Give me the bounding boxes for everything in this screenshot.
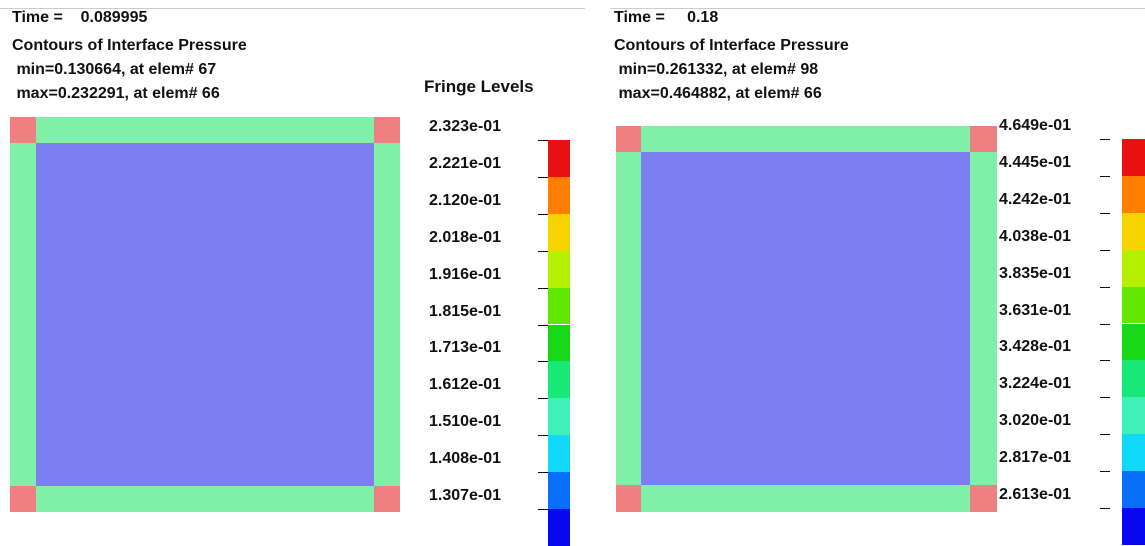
- fringe-level-label: 2.221e-01: [429, 154, 502, 172]
- contour-model: [616, 126, 997, 512]
- colorbar-swatch: [548, 250, 570, 288]
- fringe-levels-title: Fringe Levels: [424, 77, 534, 96]
- fringe-level-label: 4.242e-01: [999, 190, 1072, 208]
- colorbar-swatch: [1122, 471, 1145, 508]
- fringe-level-tick: [538, 398, 548, 400]
- fringe-level-label: 2.817e-01: [999, 449, 1072, 467]
- fringe-level-label: 1.408e-01: [429, 450, 502, 468]
- colorbar-swatch: [1122, 397, 1145, 435]
- colorbar-swatch: [548, 361, 570, 399]
- time-readout: Time = 0.18: [614, 8, 718, 28]
- fringe-level-label: 3.020e-01: [999, 412, 1072, 430]
- panel-top-divider: [610, 8, 1145, 9]
- fringe-level-label: 3.224e-01: [999, 375, 1072, 393]
- fringe-level-label: 3.428e-01: [999, 338, 1072, 356]
- contour-model: [10, 117, 400, 512]
- colorbar-swatch: [1122, 508, 1145, 545]
- fringe-level-tick: [538, 140, 548, 141]
- fringe-level-label: 3.631e-01: [999, 301, 1072, 319]
- time-label: Time =: [12, 9, 63, 26]
- time-label: Time =: [614, 9, 665, 26]
- time-readout: Time = 0.089995: [12, 8, 147, 28]
- fringe-level-tick: [1100, 323, 1110, 325]
- colorbar-swatch: [1122, 323, 1145, 361]
- fringe-level-label: 1.307e-01: [429, 487, 502, 504]
- fringe-level-tick: [1100, 139, 1110, 140]
- colorbar-swatch: [548, 213, 570, 251]
- fringe-level-tick: [538, 287, 548, 289]
- fringe-level-tick: [1100, 175, 1110, 177]
- colorbar-swatch: [1122, 249, 1145, 287]
- colorbar-swatch: [548, 324, 570, 362]
- fringe-level-tick: [1100, 508, 1110, 509]
- fringe-level-tick: [1100, 360, 1110, 362]
- left-contour-panel: Time = 0.089995 Contours of Interface Pr…: [0, 0, 585, 546]
- fringe-level-tick: [538, 509, 548, 510]
- corner-element-bottom-left: [616, 485, 641, 512]
- fringe-level-tick: [538, 435, 548, 437]
- fringe-level-tick: [538, 213, 548, 215]
- fringe-level-label: 4.445e-01: [999, 153, 1072, 171]
- fringe-level-label: 1.713e-01: [429, 339, 502, 357]
- fringe-level-tick: [1100, 249, 1110, 251]
- fringe-level-label: 1.510e-01: [429, 413, 502, 431]
- fringe-level-tick: [538, 324, 548, 326]
- fringe-level-label: 1.612e-01: [429, 376, 502, 394]
- fringe-level-tick: [538, 176, 548, 178]
- fringe-level-tick: [1100, 286, 1110, 288]
- colorbar-swatch: [548, 176, 570, 214]
- fringe-level-label: 2.323e-01: [429, 118, 502, 135]
- panel-top-divider: [0, 8, 585, 9]
- colorbar-swatch: [548, 398, 570, 436]
- fringe-level-tick: [538, 472, 548, 474]
- min-readout: min=0.130664, at elem# 67: [12, 61, 217, 78]
- corner-element-top-left: [616, 126, 641, 152]
- fringe-level-label: 2.613e-01: [999, 486, 1072, 503]
- fringe-level-tick: [1100, 471, 1110, 473]
- fringe-level-tick: [538, 250, 548, 252]
- right-contour-panel: Time = 0.18 Contours of Interface Pressu…: [610, 0, 1145, 545]
- max-readout: max=0.464882, at elem# 66: [614, 85, 822, 102]
- colorbar-swatch: [548, 287, 570, 325]
- plot-title: Contours of Interface Pressure: [12, 37, 247, 54]
- time-value: 0.089995: [80, 9, 148, 26]
- interior-element: [641, 152, 970, 485]
- colorbar-swatch: [1122, 360, 1145, 398]
- colorbar-swatch: [548, 509, 570, 546]
- colorbar-swatch: [1122, 139, 1145, 176]
- fringe-level-label: 2.120e-01: [429, 191, 502, 209]
- corner-element-top-right: [374, 117, 400, 143]
- fringe-level-label: 2.018e-01: [429, 228, 502, 246]
- time-value: 0.18: [687, 9, 719, 26]
- max-readout: max=0.232291, at elem# 66: [12, 85, 220, 102]
- fringe-level-label: 1.916e-01: [429, 265, 502, 283]
- fringe-level-label: 4.038e-01: [999, 227, 1072, 245]
- corner-element-bottom-right: [970, 485, 997, 512]
- corner-element-bottom-right: [374, 486, 400, 512]
- min-readout: min=0.261332, at elem# 98: [614, 61, 819, 78]
- colorbar-swatch: [548, 472, 570, 509]
- corner-element-top-left: [10, 117, 36, 143]
- colorbar-swatch: [548, 140, 570, 177]
- interior-element: [36, 143, 374, 486]
- fringe-level-label: 1.815e-01: [429, 302, 502, 320]
- colorbar-swatch: [1122, 175, 1145, 213]
- fringe-level-label: 3.835e-01: [999, 264, 1072, 282]
- fringe-level-tick: [1100, 397, 1110, 399]
- fringe-level-tick: [538, 361, 548, 363]
- plot-title: Contours of Interface Pressure: [614, 37, 849, 54]
- fringe-level-tick: [1100, 212, 1110, 214]
- colorbar-swatch: [1122, 286, 1145, 324]
- colorbar-swatch: [548, 435, 570, 473]
- fringe-level-label: 4.649e-01: [999, 117, 1072, 134]
- fringe-level-tick: [1100, 434, 1110, 436]
- corner-element-bottom-left: [10, 486, 36, 512]
- colorbar-swatch: [1122, 434, 1145, 472]
- corner-element-top-right: [970, 126, 997, 152]
- colorbar-swatch: [1122, 212, 1145, 250]
